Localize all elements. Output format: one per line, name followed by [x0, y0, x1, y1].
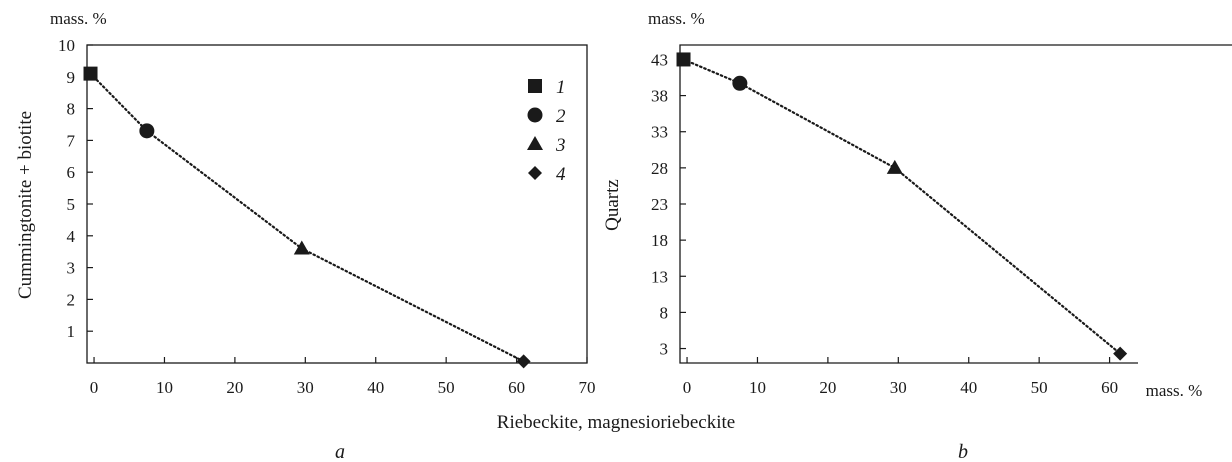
y-tick-label: 3 — [67, 259, 76, 278]
y-tick-label: 28 — [651, 159, 668, 178]
y-tick-label: 8 — [660, 303, 669, 322]
data-point-triangle-3 — [293, 240, 310, 255]
y-tick-label: 7 — [67, 131, 76, 150]
y-tick-label: 6 — [67, 163, 76, 182]
x-tick-label: 30 — [297, 378, 314, 397]
y-tick-label: 3 — [660, 340, 669, 359]
y-tick-label: 4 — [67, 227, 76, 246]
legend-marker-circle — [527, 107, 543, 123]
x-tick-label: 60 — [1101, 378, 1118, 397]
x-tick-label: 0 — [683, 378, 692, 397]
trend-line — [89, 72, 525, 363]
x-tick-label: 0 — [90, 378, 99, 397]
shared-x-axis-label: Riebeckite, magnesioriebeckite — [497, 412, 735, 433]
x-tick-label: 40 — [960, 378, 977, 397]
panel-label-a: a — [335, 441, 345, 462]
y-tick-label: 10 — [58, 36, 75, 55]
data-point-diamond-4 — [516, 354, 531, 369]
panel-a: mass. % Cummingtonite + biotite 1 2 3 4 0 10… — [15, 9, 596, 397]
y-tick-label: 13 — [651, 267, 668, 286]
y-tick-label: 5 — [67, 195, 76, 214]
x-tick-label: 70 — [579, 378, 596, 397]
panel-b: mass. % mass. % Quartz 0 10 20 30 40 50 603813… — [602, 9, 1232, 400]
data-point-triangle-3 — [886, 159, 903, 174]
x-tick-label: 50 — [438, 378, 455, 397]
plot-frame-a — [86, 44, 588, 364]
data-point-circle-2 — [732, 75, 748, 91]
x-tick-label: 20 — [226, 378, 243, 397]
y-tick-label: 18 — [651, 231, 668, 250]
y-unit-label-a: mass. % — [50, 9, 107, 28]
legend-label: 1 — [556, 77, 566, 98]
x-tick-label: 10 — [749, 378, 766, 397]
y-tick-label: 9 — [67, 68, 76, 87]
y-tick-label: 23 — [651, 195, 668, 214]
legend-marker-diamond — [528, 166, 542, 180]
legend: 1 2 3 4 — [527, 77, 566, 185]
y-tick-label: 2 — [67, 290, 76, 309]
panel-label-b: b — [958, 441, 968, 462]
x-tick-label: 60 — [508, 378, 525, 397]
y-tick-label: 33 — [651, 123, 668, 142]
plot-frame-b — [679, 44, 1232, 364]
x-tick-label: 10 — [156, 378, 173, 397]
trend-line — [682, 58, 1122, 355]
legend-marker-triangle — [527, 136, 543, 150]
legend-label: 2 — [556, 106, 566, 127]
y-axis-label-a: Cummingtonite + biotite — [15, 111, 36, 299]
y-tick-label: 43 — [651, 50, 668, 69]
y-unit-label-b: mass. % — [648, 9, 705, 28]
legend-label: 4 — [556, 164, 566, 185]
x-unit-label-b: mass. % — [1146, 381, 1203, 400]
x-tick-label: 20 — [819, 378, 836, 397]
x-tick-label: 40 — [367, 378, 384, 397]
data-point-circle-2 — [139, 123, 155, 139]
y-tick-label: 8 — [67, 100, 76, 119]
y-tick-label: 1 — [67, 322, 76, 341]
y-tick-label: 38 — [651, 87, 668, 106]
legend-label: 3 — [555, 135, 566, 156]
legend-marker-square — [528, 79, 542, 93]
x-tick-label: 30 — [890, 378, 907, 397]
data-point-square-1 — [676, 52, 691, 67]
data-point-square-1 — [83, 66, 98, 81]
data-point-diamond-4 — [1113, 346, 1128, 361]
y-axis-label-b: Quartz — [602, 179, 623, 231]
x-tick-label: 50 — [1031, 378, 1048, 397]
